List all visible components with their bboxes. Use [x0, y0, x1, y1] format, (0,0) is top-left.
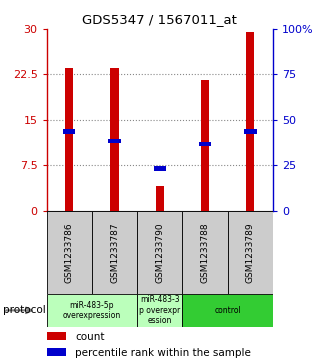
Bar — [244, 130, 256, 134]
Text: count: count — [75, 331, 105, 342]
Bar — [47, 294, 137, 327]
Bar — [199, 142, 211, 146]
Bar — [47, 348, 67, 356]
Text: miR-483-5p
overexpression: miR-483-5p overexpression — [63, 301, 121, 320]
Bar — [65, 68, 73, 211]
Text: GSM1233788: GSM1233788 — [200, 222, 210, 283]
Bar — [63, 130, 75, 134]
Bar — [137, 294, 182, 327]
Bar — [137, 211, 182, 294]
Bar — [92, 211, 137, 294]
Bar — [154, 166, 166, 171]
Bar — [246, 32, 254, 211]
Bar — [182, 211, 228, 294]
Text: GSM1233786: GSM1233786 — [65, 222, 74, 283]
Text: miR-483-3
p overexpr
ession: miR-483-3 p overexpr ession — [139, 295, 180, 325]
Text: percentile rank within the sample: percentile rank within the sample — [75, 348, 251, 358]
Bar — [109, 139, 121, 143]
Bar — [111, 68, 119, 211]
Bar — [47, 332, 67, 340]
Bar — [47, 211, 92, 294]
Text: control: control — [214, 306, 241, 315]
Bar — [201, 81, 209, 211]
Text: GSM1233790: GSM1233790 — [155, 222, 165, 283]
Bar — [182, 294, 273, 327]
Bar — [156, 186, 164, 211]
Text: protocol: protocol — [3, 305, 46, 315]
Text: GSM1233789: GSM1233789 — [246, 222, 255, 283]
Title: GDS5347 / 1567011_at: GDS5347 / 1567011_at — [82, 13, 237, 26]
Text: GSM1233787: GSM1233787 — [110, 222, 119, 283]
Bar — [228, 211, 273, 294]
